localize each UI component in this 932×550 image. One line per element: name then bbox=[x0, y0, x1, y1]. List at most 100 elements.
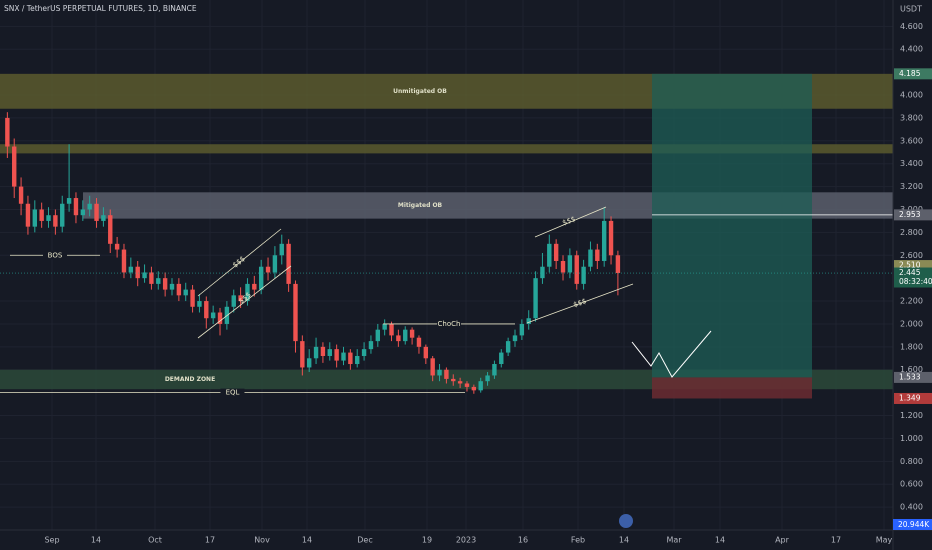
candle-body bbox=[533, 278, 538, 319]
y-tick-label: 3.400 bbox=[900, 159, 923, 168]
zone-label: Mitigated OB bbox=[398, 202, 443, 209]
candle-body bbox=[574, 255, 579, 284]
candle-body bbox=[519, 323, 525, 336]
candle-body bbox=[327, 349, 332, 357]
price-label-bg bbox=[894, 68, 932, 80]
x-tick-label: Oct bbox=[148, 536, 162, 545]
y-tick-label: 4.400 bbox=[900, 45, 923, 54]
candle-body bbox=[512, 335, 518, 342]
zone-label: Unmitigated OB bbox=[393, 88, 447, 95]
price-label-bg bbox=[894, 209, 932, 221]
candle-body bbox=[444, 369, 449, 379]
candle-body bbox=[547, 243, 552, 267]
y-tick-label: 4.000 bbox=[900, 91, 923, 100]
x-tick-label: Mar bbox=[666, 536, 682, 545]
x-tick-label: 14 bbox=[91, 536, 101, 545]
candle-body bbox=[334, 349, 339, 361]
candle-body bbox=[210, 312, 216, 319]
candle-body bbox=[94, 203, 99, 221]
loss-zone bbox=[652, 377, 812, 399]
candle-body bbox=[162, 278, 168, 290]
structure-label-bg bbox=[220, 388, 245, 397]
candle-body bbox=[457, 381, 463, 384]
candle-body bbox=[396, 335, 401, 342]
candle-body bbox=[526, 318, 531, 324]
price-label-bg bbox=[894, 392, 932, 404]
candle-body bbox=[128, 266, 134, 273]
price-label: 2.445 bbox=[899, 268, 921, 277]
candle-body bbox=[272, 255, 278, 273]
candle-body bbox=[451, 378, 456, 382]
candle-body bbox=[183, 289, 188, 296]
candle-body bbox=[341, 352, 346, 361]
candle-body bbox=[32, 209, 37, 227]
candle-body bbox=[471, 386, 477, 391]
candle-body bbox=[608, 220, 614, 256]
candle-body bbox=[320, 346, 326, 357]
y-tick-label: 2.200 bbox=[900, 297, 923, 306]
candle-body bbox=[197, 301, 202, 307]
event-icon[interactable] bbox=[619, 514, 633, 528]
zone bbox=[0, 144, 893, 154]
y-tick-label: 1.800 bbox=[900, 342, 923, 351]
candle-body bbox=[423, 346, 429, 359]
candle-body bbox=[156, 278, 161, 284]
candle-body bbox=[567, 255, 573, 273]
x-tick-label: Nov bbox=[254, 536, 270, 545]
candle-body bbox=[375, 329, 380, 342]
candle-body bbox=[238, 295, 243, 302]
zone-label: DEMAND ZONE bbox=[165, 376, 215, 383]
candle-body bbox=[149, 272, 154, 284]
candle-body bbox=[12, 146, 17, 187]
candle-body bbox=[382, 323, 387, 330]
price-label: 1.349 bbox=[899, 393, 921, 402]
candle-body bbox=[121, 249, 127, 273]
price-label-bg bbox=[894, 267, 932, 288]
x-tick-label: 17 bbox=[205, 536, 215, 545]
candle-body bbox=[293, 283, 298, 342]
y-tick-label: 4.600 bbox=[900, 22, 923, 31]
candle-body bbox=[313, 346, 319, 359]
structure-label-bg bbox=[437, 319, 461, 328]
candle-body bbox=[485, 375, 490, 382]
candle-body bbox=[368, 341, 374, 350]
candle-body bbox=[601, 220, 607, 261]
candle-body bbox=[245, 283, 250, 302]
candle-body bbox=[169, 283, 175, 290]
volume-label-bg bbox=[893, 519, 932, 530]
candle-body bbox=[389, 323, 394, 336]
x-tick-label: May bbox=[876, 536, 893, 545]
price-label-bg bbox=[894, 371, 932, 383]
y-axis-label: USDT bbox=[900, 5, 922, 14]
candle-body bbox=[540, 266, 545, 279]
candle-body bbox=[279, 243, 284, 256]
x-tick-label: 14 bbox=[715, 536, 725, 545]
y-tick-label: 2.800 bbox=[900, 228, 923, 237]
candle-body bbox=[73, 198, 79, 216]
candle-body bbox=[265, 266, 271, 273]
x-tick-label: 14 bbox=[302, 536, 312, 545]
candle-body bbox=[437, 369, 442, 376]
candle-body bbox=[80, 209, 86, 216]
candle-body bbox=[18, 186, 24, 204]
y-tick-label: 3.800 bbox=[900, 113, 923, 122]
candle-body bbox=[66, 198, 72, 204]
candle-body bbox=[478, 381, 483, 391]
x-tick-label: 19 bbox=[422, 536, 432, 545]
candle-body bbox=[464, 383, 470, 387]
candle-body bbox=[217, 312, 223, 324]
x-tick-label: Apr bbox=[775, 536, 790, 545]
price-label: 4.185 bbox=[899, 69, 921, 78]
x-tick-label: 17 bbox=[831, 536, 841, 545]
x-tick-label: 2023 bbox=[456, 536, 476, 545]
y-tick-label: 0.600 bbox=[900, 480, 923, 489]
x-tick-label: 16 bbox=[518, 536, 528, 545]
candle-body bbox=[204, 301, 209, 319]
candle-body bbox=[409, 329, 415, 338]
candle-body bbox=[499, 352, 504, 365]
candle-body bbox=[307, 358, 312, 368]
candle-body bbox=[553, 243, 559, 261]
structure-label-bg bbox=[43, 251, 67, 260]
candle-body bbox=[348, 352, 353, 365]
candle-body bbox=[135, 266, 140, 279]
